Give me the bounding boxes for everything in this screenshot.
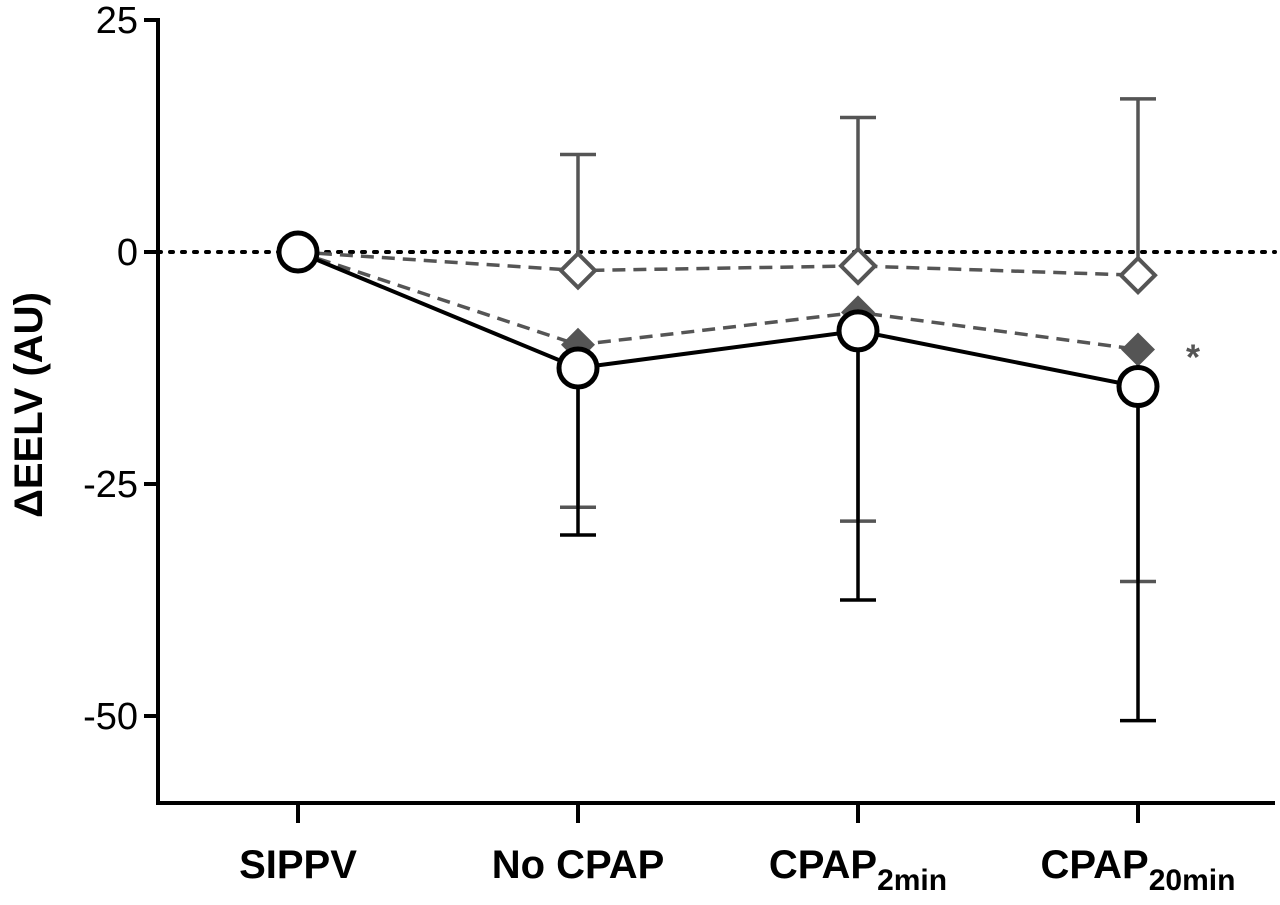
data-point — [838, 246, 878, 286]
data-point — [836, 309, 880, 353]
significance-marker: * — [1186, 336, 1200, 377]
y-tick-label: 0 — [117, 232, 138, 274]
series-line — [297, 250, 1139, 277]
data-point — [558, 250, 598, 291]
x-tick-label: SIPPV — [239, 843, 357, 887]
y-tick-label: 25 — [96, 0, 138, 42]
x-tick-label: No CPAP — [492, 843, 665, 887]
x-tick-label: CPAP2min — [769, 843, 947, 897]
y-tick-label: -25 — [83, 464, 138, 506]
series-line — [297, 250, 1139, 389]
y-tick-label: -50 — [83, 696, 138, 738]
data-point — [1116, 365, 1160, 409]
data-point — [556, 346, 600, 390]
series-open-circle — [276, 230, 1160, 723]
y-axis-title: ΔEELV (AU) — [7, 292, 51, 518]
series-open-diamond — [278, 97, 1158, 296]
data-point — [276, 230, 320, 274]
series-layer: * — [276, 97, 1200, 723]
data-point — [1118, 255, 1158, 296]
data-point — [1121, 332, 1155, 367]
x-tick-label: CPAP20min — [1041, 843, 1236, 897]
series-line — [297, 250, 1139, 352]
series-filled-diamond — [281, 235, 1156, 584]
axes-layer: 25 0 -25 -50 SIPPV No CPAP CPAP2min CPAP20min — [83, 0, 1275, 897]
